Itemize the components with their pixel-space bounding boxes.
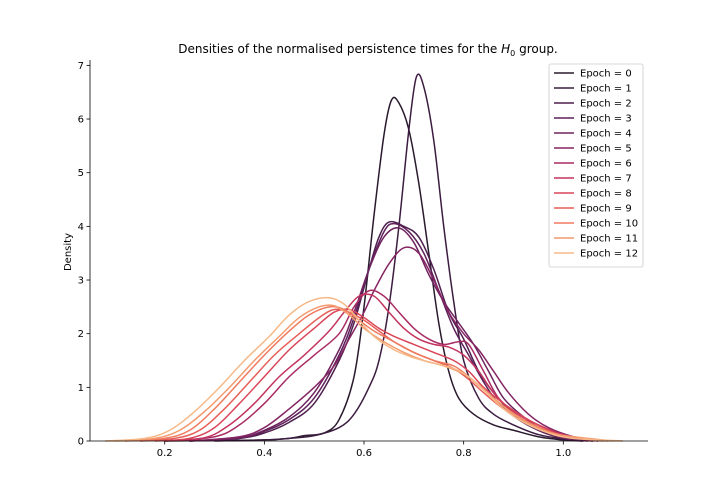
y-tick-label: 4 xyxy=(78,222,84,233)
x-tick-label: 0.2 xyxy=(157,448,173,459)
legend-label-epoch-4: Epoch = 4 xyxy=(580,129,632,140)
legend-label-epoch-5: Epoch = 5 xyxy=(580,144,632,155)
legend-label-epoch-9: Epoch = 9 xyxy=(580,204,632,215)
x-tick-label: 1.0 xyxy=(555,448,571,459)
legend-label-epoch-11: Epoch = 11 xyxy=(580,234,638,245)
legend-label-epoch-3: Epoch = 3 xyxy=(580,114,632,125)
chart-title-post: group. xyxy=(515,42,557,56)
legend-label-epoch-10: Epoch = 10 xyxy=(580,219,638,230)
series-line-epoch-8 xyxy=(154,308,599,442)
series-line-epoch-0 xyxy=(164,96,584,442)
chart-title-math: H xyxy=(501,42,510,56)
series-line-epoch-4 xyxy=(189,227,594,442)
series-line-epoch-6 xyxy=(164,289,594,442)
legend-frame xyxy=(548,63,644,268)
y-tick-label: 2 xyxy=(78,329,84,340)
legend: Epoch = 0 Epoch = 1 Epoch = 2 Epoch = 3 Epoc… xyxy=(548,63,644,268)
x-tick-label: 0.8 xyxy=(456,448,472,459)
legend-label-epoch-7: Epoch = 7 xyxy=(580,174,632,185)
chart-title: Densities of the normalised persistence … xyxy=(178,42,558,58)
series-line-epoch-10 xyxy=(124,305,609,442)
legend-label-epoch-2: Epoch = 2 xyxy=(580,99,632,110)
legend-label-epoch-6: Epoch = 6 xyxy=(580,159,632,170)
axes-layer: 0.2 0.4 0.6 0.8 1.0 0 1 2 3 4 5 6 7 xyxy=(78,60,648,459)
series-line-epoch-11 xyxy=(114,304,614,442)
x-tick-label: 0.4 xyxy=(256,448,272,459)
legend-label-epoch-0: Epoch = 0 xyxy=(580,69,632,80)
series-line-epoch-1 xyxy=(214,73,584,442)
chart-title-pre: Densities of the normalised persistence … xyxy=(178,42,501,56)
series-layer xyxy=(104,73,624,442)
y-tick-label: 0 xyxy=(78,437,84,448)
series-line-epoch-5 xyxy=(189,246,599,442)
legend-label-epoch-1: Epoch = 1 xyxy=(580,84,632,95)
series-line-epoch-12 xyxy=(104,296,624,442)
y-tick-label: 7 xyxy=(78,61,84,72)
y-tick-label: 6 xyxy=(78,115,84,126)
chart-title-math-sub: 0 xyxy=(510,49,515,58)
y-tick-label: 5 xyxy=(78,168,84,179)
y-tick-label: 3 xyxy=(78,276,84,287)
y-axis-label: Density xyxy=(63,233,74,271)
legend-label-epoch-12: Epoch = 12 xyxy=(580,249,638,260)
x-tick-label: 0.6 xyxy=(356,448,372,459)
y-tick-label: 1 xyxy=(78,383,84,394)
legend-label-epoch-8: Epoch = 8 xyxy=(580,189,632,200)
